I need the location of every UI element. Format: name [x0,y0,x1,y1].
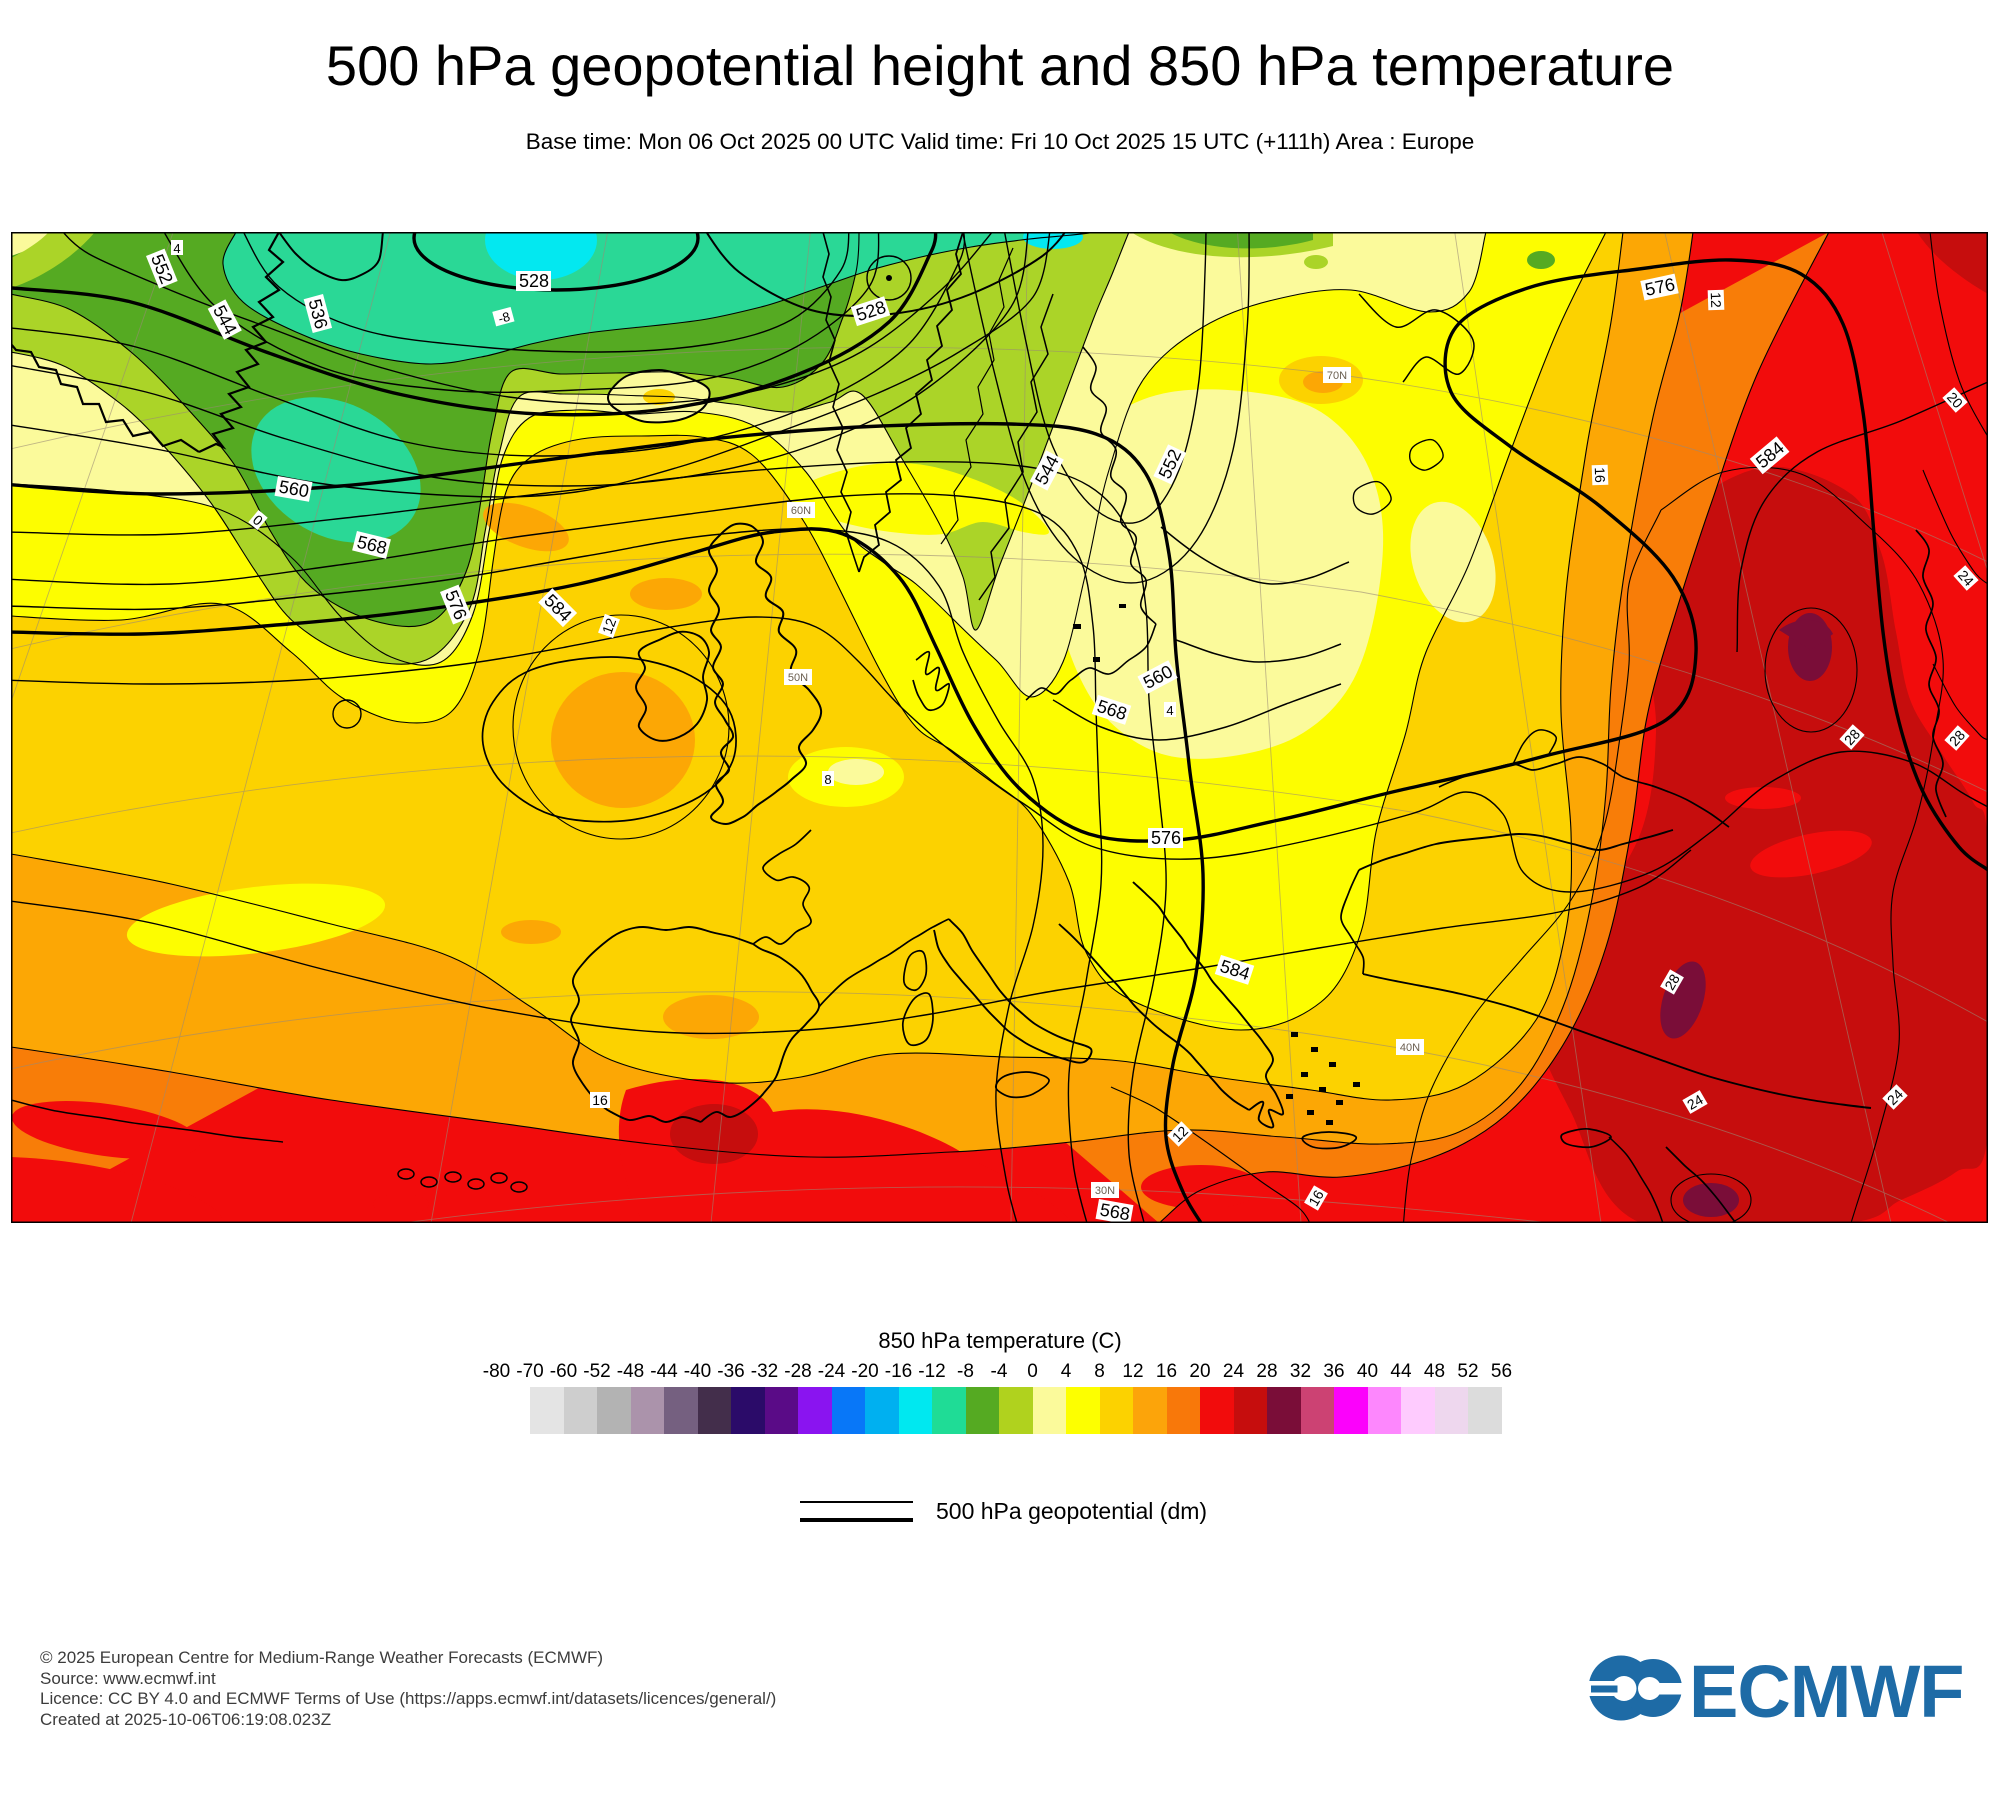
svg-text:16: 16 [1592,467,1609,483]
svg-text:40N: 40N [1400,1042,1420,1054]
svg-text:12: 12 [1708,292,1725,308]
svg-text:30N: 30N [1095,1185,1115,1197]
svg-text:50N: 50N [788,672,808,684]
svg-text:4: 4 [173,241,180,256]
svg-text:24: 24 [1684,1091,1706,1113]
svg-text:528: 528 [519,271,549,291]
svg-text:28: 28 [1661,971,1683,993]
svg-text:8: 8 [824,772,831,787]
svg-text:70N: 70N [1327,370,1347,382]
svg-text:-8: -8 [497,309,512,326]
svg-text:4: 4 [1166,703,1173,718]
svg-text:16: 16 [1305,1187,1327,1209]
svg-text:568: 568 [1098,1200,1131,1223]
svg-text:12: 12 [599,616,619,636]
svg-text:60N: 60N [791,505,811,517]
svg-text:576: 576 [1151,828,1181,848]
svg-text:16: 16 [592,1092,608,1108]
